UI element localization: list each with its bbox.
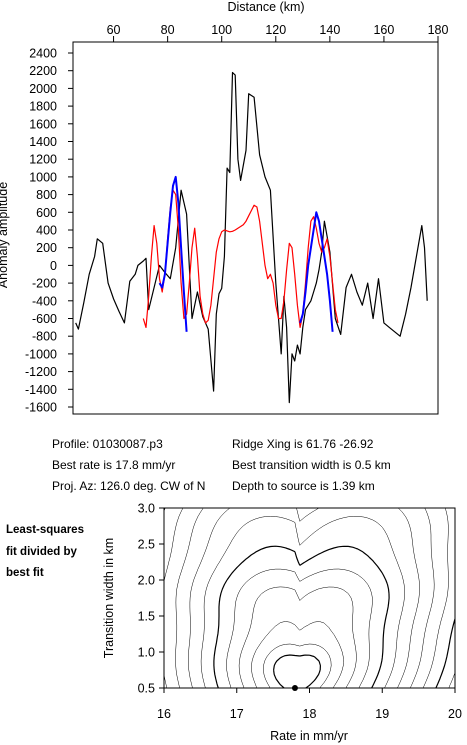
contour-line [200,516,405,688]
rate-tick-label: 18 [303,707,317,721]
rate-axis-title: Rate in mm/yr [270,729,348,743]
y-tick-label: 800 [36,188,57,202]
y-tick-label: 1000 [29,170,57,184]
y-tick-label: 1800 [29,100,57,114]
rate-tick-label: 20 [448,707,462,721]
width-tick-label: 2.0 [138,574,155,588]
y-tick-label: -1600 [25,401,57,415]
series-line-3 [158,175,334,332]
contour-line [448,672,455,688]
series-line-1 [75,71,428,404]
plot-frame [72,41,439,415]
width-tick-label: 2.5 [138,538,155,552]
note-line-1: Least-squares [6,524,84,536]
width-tick-label: 1.0 [138,646,155,660]
contour-line [263,643,332,688]
contour-line [251,621,344,688]
y-tick-label: -1400 [25,383,57,397]
contour-line [273,654,321,688]
x-tick-label: 140 [319,23,340,37]
x-tick-label: 100 [211,23,232,37]
misfit-contour-chart: 16 17 18 19 20 0.5 1.0 1.5 2.0 2.5 3.0 Rate in mm… [102,502,462,744]
y-tick-label: -800 [32,330,57,344]
y-axis-title: Anomaly amplitude [0,182,10,288]
width-tick-label: 3.0 [138,502,155,516]
contour-line [238,586,357,688]
projection-azimuth-label: Proj. Az: 126.0 deg. CW of N [52,479,206,493]
contour-line [213,545,390,688]
y-tick-label: 1600 [29,117,57,131]
y-tick-group: -1600 -1400 -1200 -1000 -800 -600 -400 -200 0 200… [25,47,73,415]
x-tick-label: 180 [428,23,449,37]
transition-width-label: Best transition width is 0.5 km [232,458,391,472]
best-rate-label: Best rate is 17.8 mm/yr [52,458,176,472]
y-tick-label: 2400 [29,47,57,61]
y-tick-label: 2200 [29,64,57,78]
ridge-crossing-label: Ridge Xing is 61.76 -26.92 [232,437,374,451]
profile-label: Profile: 01030087.p3 [52,437,163,451]
x-tick-group: 60 80 100 120 140 160 180 [107,23,449,42]
y-tick-label: -1000 [25,347,57,361]
y-tick-label: 400 [36,224,57,238]
y-tick-label: -200 [32,277,57,291]
y-tick-label: 0 [50,259,57,273]
contour-line [164,508,455,688]
contour-line [226,568,373,688]
width-axis-title: Transition width in km [102,538,116,658]
note-line-3: best fit [6,567,44,579]
y-tick-label: 2000 [29,82,57,96]
source-depth-label: Depth to source is 1.39 km [232,479,375,493]
width-tick-label: 1.5 [138,610,155,624]
y-tick-label: -600 [32,312,57,326]
width-tick-label: 0.5 [138,682,155,696]
rate-tick-label: 19 [375,707,389,721]
contour-line [188,508,420,688]
x-tick-label: 120 [265,23,286,37]
contour-line [175,508,435,688]
contour-lines [164,508,455,688]
x-tick-label: 160 [373,23,394,37]
y-tick-label: -400 [32,294,57,308]
y-tick-label: 1200 [29,153,57,167]
rate-tick-group: 16 17 18 19 20 [157,688,462,721]
y-tick-label: 200 [36,241,57,255]
anomaly-chart: Distance (km) Anomaly amplitude 60 80 100 1… [0,0,448,415]
y-tick-label: -1200 [25,365,57,379]
width-tick-group: 0.5 1.0 1.5 2.0 2.5 3.0 [138,502,164,696]
x-axis-title: Distance (km) [227,0,304,14]
y-tick-label: 1400 [29,135,57,149]
x-tick-label: 80 [161,23,175,37]
rate-tick-label: 17 [230,707,244,721]
note-line-2: fit divided by [6,546,77,558]
best-fit-marker [291,685,298,691]
contour-line [164,508,449,688]
x-tick-label: 60 [107,23,121,37]
series-group [75,71,428,404]
rate-tick-label: 16 [157,707,171,721]
y-tick-label: 600 [36,206,57,220]
